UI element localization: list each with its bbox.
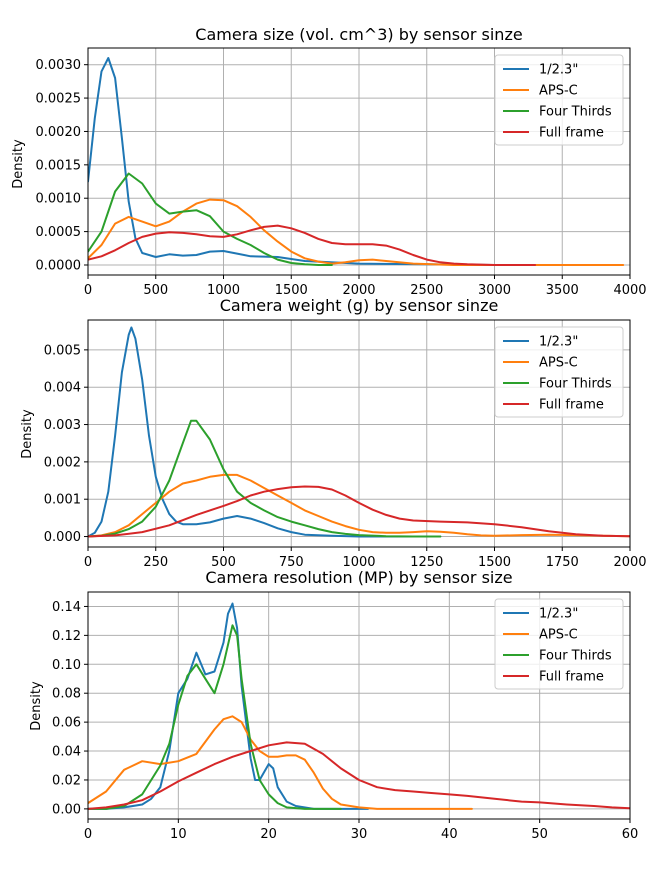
series-group [88, 602, 630, 810]
y-tick-label: 0.0025 [36, 92, 82, 107]
y-tick-label: 0.06 [52, 716, 81, 731]
y-tick-label: 0.04 [52, 745, 81, 760]
x-tick-label: 50 [531, 827, 548, 842]
y-tick-label: 0.0005 [36, 225, 82, 240]
chart-title: Camera weight (g) by sensor sinze [220, 296, 499, 315]
legend-label: Four Thirds [539, 649, 612, 664]
x-tick-label: 250 [143, 555, 168, 570]
y-tick-label: 0.0030 [36, 58, 82, 73]
x-tick-label: 20 [260, 827, 277, 842]
legend-label: Four Thirds [539, 377, 612, 392]
y-tick-label: 0.12 [52, 629, 81, 644]
y-tick-label: 0.02 [52, 773, 81, 788]
series-line [88, 172, 333, 266]
x-tick-label: 2000 [342, 283, 375, 298]
x-tick-label: 3500 [546, 283, 579, 298]
y-tick-label: 0.0015 [36, 158, 82, 173]
y-tick-label: 0.0020 [36, 125, 82, 140]
series-line [88, 741, 630, 810]
x-tick-label: 60 [622, 827, 639, 842]
y-tick-label: 0.10 [52, 658, 81, 673]
legend: 1/2.3" APS-C Four Thirds Full frame [494, 54, 624, 146]
y-tick-label: 0.08 [52, 687, 81, 702]
x-tick-label: 0 [84, 283, 92, 298]
legend-label: Four Thirds [539, 105, 612, 120]
chart-title: Camera resolution (MP) by sensor size [205, 568, 512, 587]
legend-label: APS-C [539, 84, 578, 99]
y-tick-label: 0.00 [52, 802, 81, 817]
series-line [88, 485, 630, 538]
chart-title: Camera size (vol. cm^3) by sensor sinze [195, 25, 522, 44]
legend-label: APS-C [539, 356, 578, 371]
legend-label: APS-C [539, 628, 578, 643]
x-tick-label: 0 [84, 555, 92, 570]
x-tick-label: 500 [143, 283, 168, 298]
x-tick-label: 1000 [342, 555, 375, 570]
x-tick-label: 750 [279, 555, 304, 570]
series-line [88, 326, 442, 538]
x-tick-label: 1500 [478, 555, 511, 570]
x-tick-label: 30 [351, 827, 368, 842]
series-line [88, 419, 442, 538]
x-tick-label: 2500 [410, 283, 443, 298]
series-line [88, 224, 537, 266]
legend-label: Full frame [539, 126, 604, 141]
panel-weight: Camera weight (g) by sensor sinze Densit… [20, 296, 647, 570]
series-line [88, 715, 473, 810]
y-tick-label: 0.0010 [36, 192, 82, 207]
legend: 1/2.3" APS-C Four Thirds Full frame [494, 598, 624, 690]
y-tick-label: 0.0000 [36, 258, 82, 273]
x-tick-label: 1500 [275, 283, 308, 298]
ticks: 0 250 500 750 1000 1250 1500 1750 2000 0.000 0.001… [44, 343, 647, 570]
y-tick-label: 0.005 [44, 343, 81, 358]
x-tick-label: 2000 [613, 555, 646, 570]
ticks: 0 500 1000 1500 2000 2500 3000 3500 4000 0.0000 0.… [36, 58, 647, 298]
y-tick-label: 0.001 [44, 493, 81, 508]
legend-box [494, 54, 624, 146]
y-tick-label: 0.002 [44, 455, 81, 470]
legend-box [494, 598, 624, 690]
x-tick-label: 4000 [613, 283, 646, 298]
legend-label: Full frame [539, 670, 604, 685]
x-tick-label: 500 [211, 555, 236, 570]
x-tick-label: 10 [170, 827, 187, 842]
y-axis-label: Density [29, 681, 44, 731]
series-group [88, 326, 630, 538]
y-tick-label: 0.003 [44, 418, 81, 433]
panel-size: Camera size (vol. cm^3) by sensor sinze … [11, 25, 647, 298]
x-tick-label: 1250 [410, 555, 443, 570]
x-tick-label: 0 [84, 827, 92, 842]
ticks: 0 10 20 30 40 50 60 0.00 0.02 0.04 0.06 0.08 0.10 0.1… [52, 600, 638, 842]
legend-label: 1/2.3" [539, 607, 578, 622]
y-tick-label: 0.000 [44, 530, 81, 545]
x-tick-label: 1750 [546, 555, 579, 570]
series-line [88, 473, 630, 538]
legend-label: Full frame [539, 398, 604, 413]
x-tick-label: 1000 [207, 283, 240, 298]
series-line [88, 624, 342, 810]
y-tick-label: 0.14 [52, 600, 81, 615]
y-tick-label: 0.004 [44, 381, 81, 396]
legend: 1/2.3" APS-C Four Thirds Full frame [494, 326, 624, 418]
y-axis-label: Density [20, 409, 35, 459]
series-group [88, 57, 625, 266]
y-axis-label: Density [11, 139, 26, 189]
x-tick-label: 40 [441, 827, 458, 842]
series-line [88, 198, 625, 266]
x-tick-label: 3000 [478, 283, 511, 298]
legend-label: 1/2.3" [539, 63, 578, 78]
legend-box [494, 326, 624, 418]
legend-label: 1/2.3" [539, 335, 578, 350]
panel-resolution: Camera resolution (MP) by sensor size De… [29, 568, 638, 842]
